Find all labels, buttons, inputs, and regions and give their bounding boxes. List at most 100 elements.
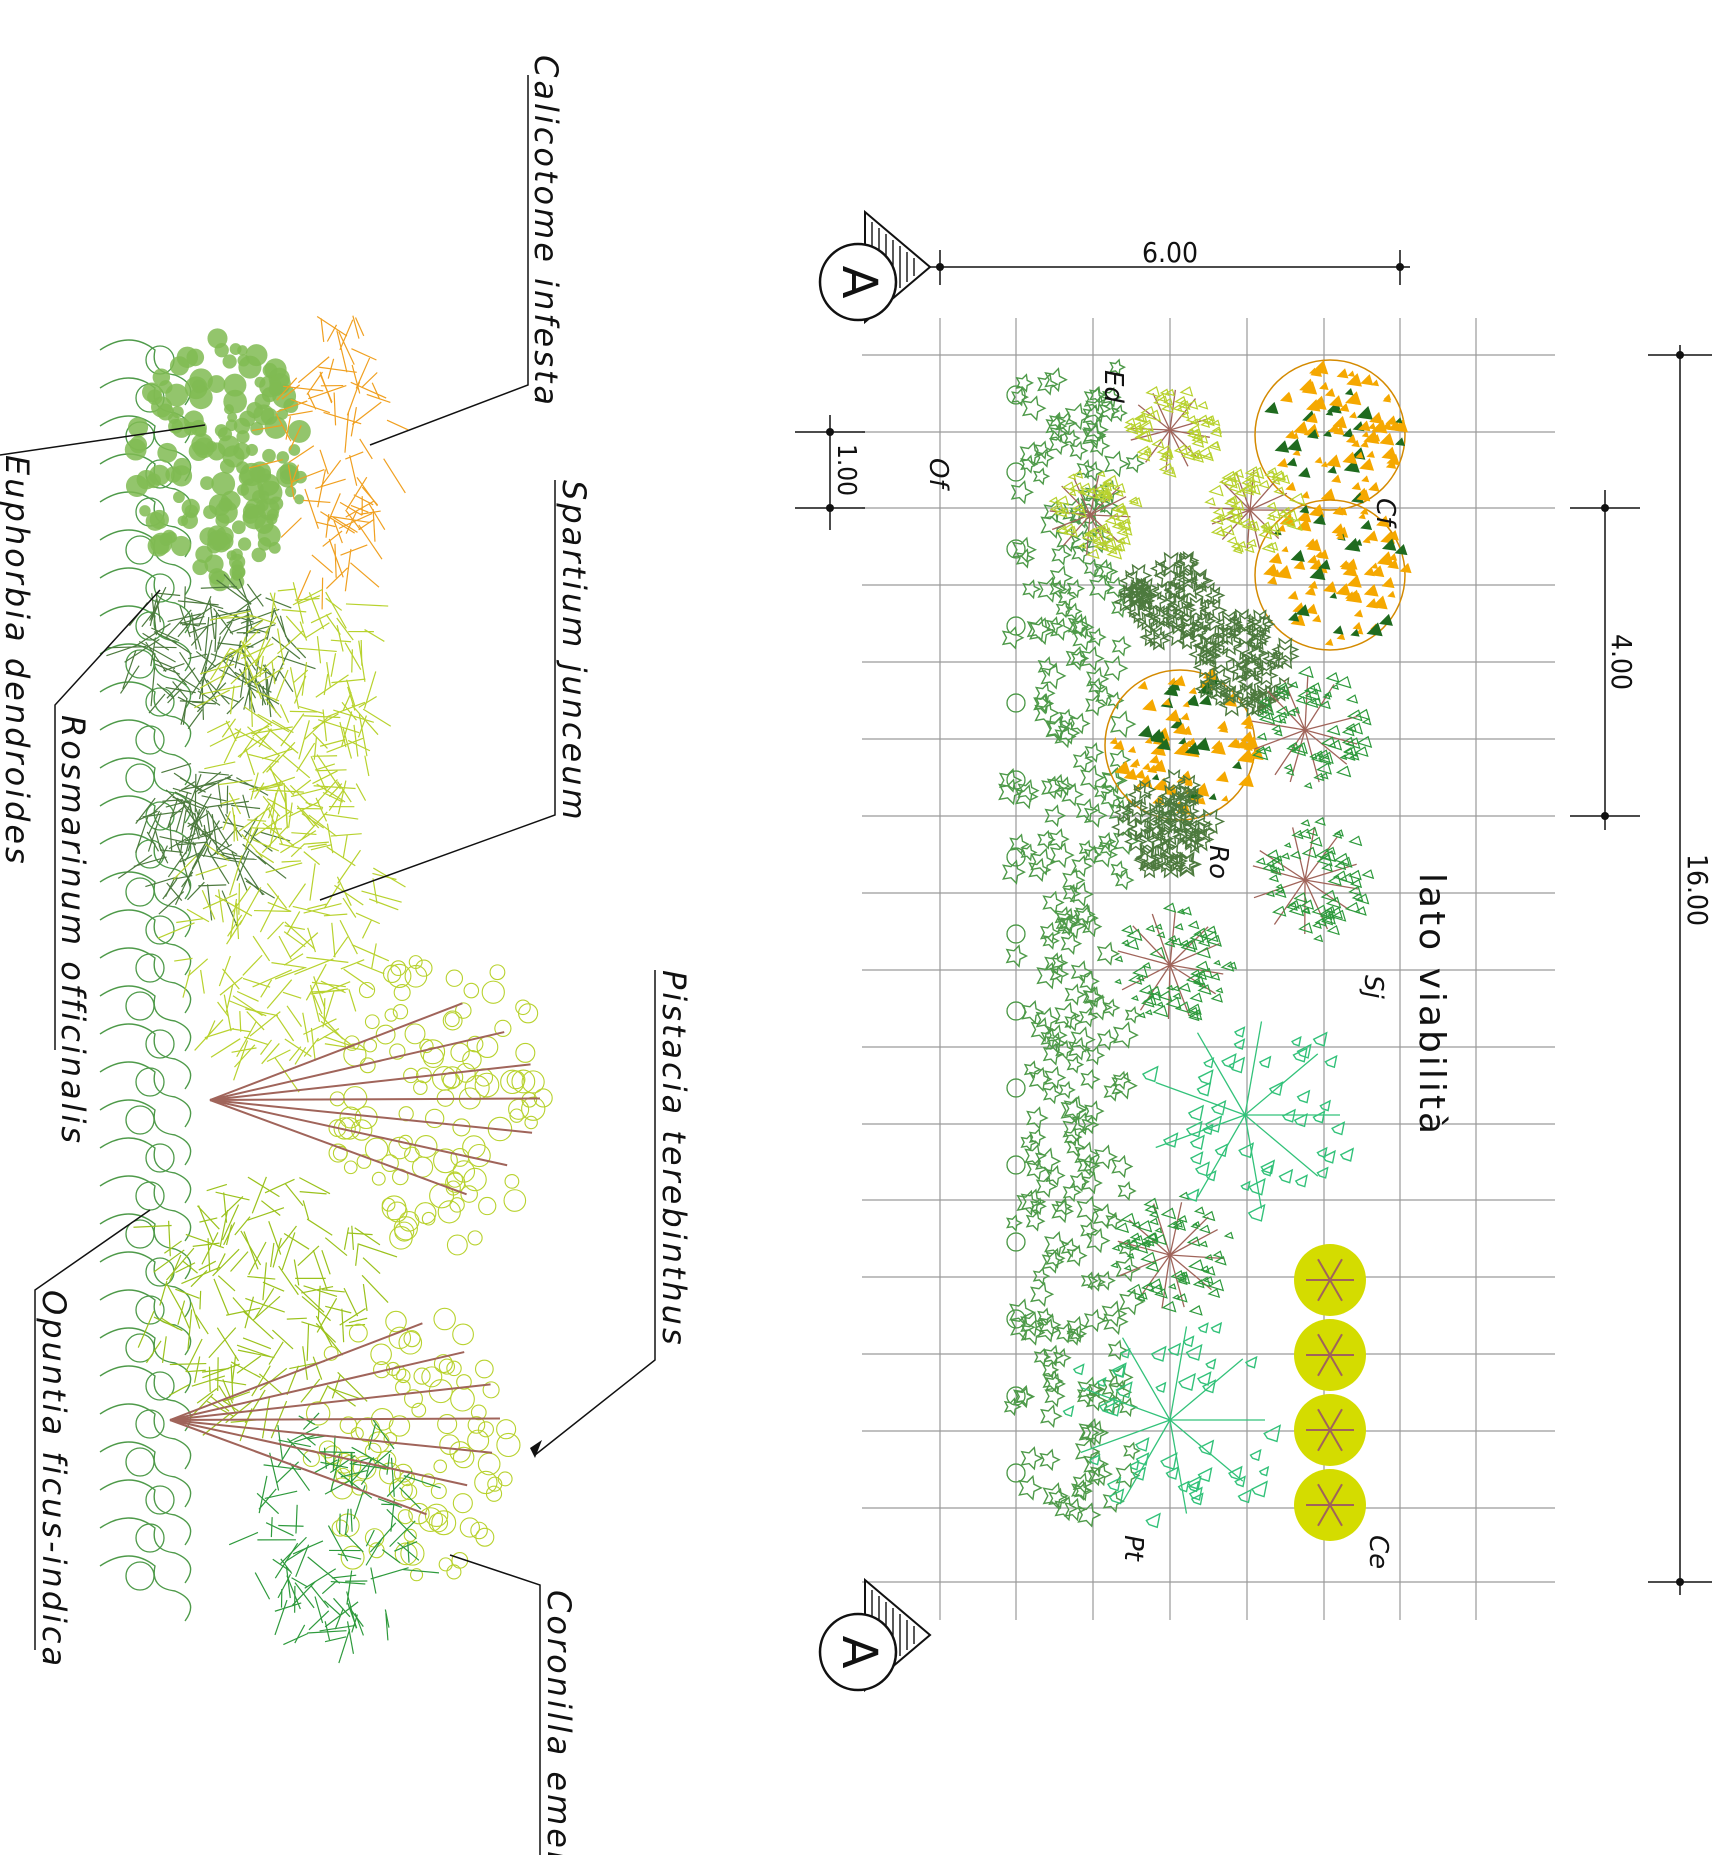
- plant-opuntia: [1044, 358, 1128, 447]
- plant-opuntia: [1006, 1188, 1111, 1286]
- section-opuntia: [99, 1175, 192, 1242]
- plant-ed: [1048, 470, 1143, 560]
- plant-opuntia-center: [1006, 693, 1026, 713]
- plan-code-ed: Ed: [1098, 370, 1128, 403]
- plan-code-ce: Ce: [1363, 1535, 1393, 1569]
- section-marker-top: A: [818, 209, 932, 325]
- section-opuntia: [99, 1365, 192, 1432]
- section-pistacia: [302, 1307, 521, 1582]
- plant-opuntia: [1009, 1281, 1089, 1367]
- section-opuntia: [99, 1403, 192, 1470]
- plant-opuntia: [1041, 1195, 1141, 1291]
- pistacia-arrowhead: [530, 1440, 542, 1458]
- species-coronilla: Coronilla emerus: [540, 1590, 578, 1855]
- species-spartium: Spartium junceum: [555, 480, 593, 823]
- plant-ro: [1113, 550, 1228, 651]
- section-branches: [169, 1002, 540, 1516]
- dimension-module: 4.00: [1570, 490, 1640, 830]
- section-opuntia: [99, 1061, 192, 1128]
- section-rosmarinus: [117, 763, 291, 928]
- species-opuntia: Opuntia ficus-indica: [35, 1290, 73, 1669]
- plant-ro: [1110, 768, 1226, 879]
- plant-opuntia-center: [1006, 1001, 1026, 1021]
- section-marker-bottom: A: [818, 1577, 932, 1693]
- plant-opuntia: [998, 724, 1105, 823]
- species-pistacia: Pistacia terebinthus: [655, 970, 693, 1348]
- plant-opuntia-center: [1006, 924, 1026, 944]
- section-spartium: [157, 779, 406, 1093]
- plant-opuntia: [1023, 1031, 1101, 1130]
- section-marker-label-top: A: [831, 266, 887, 299]
- plan-code-pt: Pt: [1118, 1535, 1148, 1562]
- plant-opuntia: [1042, 1045, 1138, 1136]
- section-opuntia: [99, 909, 192, 976]
- plant-opuntia-center: [1006, 1463, 1026, 1483]
- side-label: lato viabilità: [1411, 873, 1452, 1137]
- section-opuntia: [99, 1555, 192, 1622]
- plant-ce: [1294, 1394, 1366, 1466]
- plant-opuntia: [1045, 574, 1132, 657]
- section-opuntia: [99, 1289, 192, 1356]
- plant-opuntia-center: [1006, 1386, 1026, 1406]
- dimension-length-label: 16.00: [1681, 854, 1714, 926]
- section-opuntia: [99, 1137, 192, 1204]
- plant-opuntia-center: [1006, 1078, 1026, 1098]
- section-opuntia: [99, 1099, 192, 1166]
- section-coronilla: [228, 1412, 441, 1664]
- plant-opuntia: [1033, 656, 1107, 742]
- plan-plants: [998, 358, 1412, 1541]
- plant-sj: [1110, 1191, 1234, 1316]
- plant-opuntia-center: [1006, 1232, 1026, 1252]
- plant-opuntia: [1010, 433, 1105, 505]
- section-opuntia: [99, 947, 192, 1014]
- section-opuntia: [99, 605, 192, 672]
- section-spartium: [194, 582, 392, 847]
- section-euphorbia: [133, 1176, 398, 1442]
- plan-code-cf: Cf: [1370, 498, 1400, 529]
- plan-code-sj: Sj: [1358, 975, 1388, 1000]
- plant-sj: [1114, 902, 1238, 1022]
- plant-opuntia: [1003, 1347, 1107, 1417]
- section-calicotome-flowers: [248, 315, 409, 610]
- plant-opuntia: [1039, 881, 1120, 984]
- plant-sj: [1252, 816, 1375, 943]
- section-rosmarinus: [106, 574, 316, 730]
- section-opuntia: [99, 985, 192, 1052]
- plant-opuntia: [1036, 1270, 1145, 1361]
- section-opuntia: [99, 1023, 192, 1090]
- section-view: Calicotome infesta Euphorbia dendroides …: [0, 55, 693, 1855]
- plant-ce: [1294, 1319, 1366, 1391]
- section-opuntia: [99, 681, 192, 748]
- plant-opuntia: [1011, 499, 1113, 603]
- dimension-width: 6.00: [930, 236, 1410, 285]
- section-opuntia: [99, 871, 192, 938]
- plant-pt: [1062, 1321, 1282, 1529]
- dimension-module-label: 4.00: [1605, 634, 1638, 690]
- plant-opuntia: [1035, 983, 1142, 1051]
- plant-sj: [1251, 665, 1373, 790]
- section-opuntia: [99, 719, 192, 786]
- plant-opuntia: [1039, 1420, 1141, 1528]
- section-opuntia: [99, 1479, 192, 1546]
- section-plants: [99, 315, 553, 1664]
- plant-opuntia: [1005, 890, 1096, 985]
- plant-opuntia: [1034, 1115, 1137, 1203]
- plant-opuntia-center: [1006, 847, 1026, 867]
- section-opuntia: [99, 1441, 192, 1508]
- plant-opuntia-center: [1006, 539, 1026, 559]
- plant-opuntia-center: [1006, 616, 1026, 636]
- species-rosmarinum: Rosmarinum officinalis: [54, 715, 92, 1146]
- plant-ce: [1294, 1244, 1366, 1316]
- plant-opuntia: [1048, 803, 1140, 893]
- section-calicotome: [124, 328, 311, 592]
- dimension-spacing: 1.00: [795, 415, 865, 530]
- leader-lines: [0, 75, 656, 1855]
- species-euphorbia: Euphorbia dendroides: [0, 455, 36, 867]
- plant-ce: [1294, 1469, 1366, 1541]
- section-opuntia: [99, 1213, 192, 1280]
- plan-code-of: Of: [923, 458, 953, 491]
- dimension-width-label: 6.00: [1142, 236, 1198, 269]
- plant-opuntia-center: [1006, 385, 1026, 405]
- plant-opuntia-center: [1006, 462, 1026, 482]
- section-opuntia: [99, 1327, 192, 1394]
